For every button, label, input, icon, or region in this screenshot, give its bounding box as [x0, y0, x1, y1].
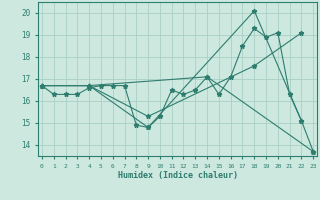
X-axis label: Humidex (Indice chaleur): Humidex (Indice chaleur) — [118, 171, 238, 180]
